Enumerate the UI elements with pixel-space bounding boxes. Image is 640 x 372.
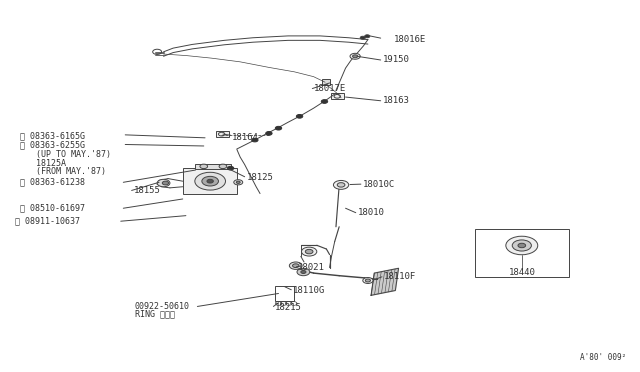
Circle shape bbox=[365, 279, 371, 282]
Circle shape bbox=[296, 115, 303, 118]
Circle shape bbox=[227, 166, 234, 170]
Circle shape bbox=[207, 179, 213, 183]
Circle shape bbox=[195, 172, 225, 190]
Text: 18155: 18155 bbox=[134, 186, 161, 195]
Circle shape bbox=[518, 243, 525, 248]
Circle shape bbox=[506, 236, 538, 255]
Text: 19150: 19150 bbox=[383, 55, 410, 64]
Text: 18215: 18215 bbox=[275, 303, 302, 312]
Bar bbox=[195, 164, 230, 169]
Circle shape bbox=[275, 126, 282, 130]
Circle shape bbox=[234, 180, 243, 185]
Text: 18017E: 18017E bbox=[314, 84, 346, 93]
Circle shape bbox=[363, 278, 373, 283]
Text: 18125: 18125 bbox=[246, 173, 273, 182]
Circle shape bbox=[337, 183, 345, 187]
Text: 00922-50610: 00922-50610 bbox=[135, 302, 190, 311]
Circle shape bbox=[292, 264, 299, 267]
Text: RING リング: RING リング bbox=[135, 310, 175, 318]
Text: 18021: 18021 bbox=[298, 263, 325, 272]
Bar bbox=[275, 286, 294, 301]
Circle shape bbox=[202, 176, 218, 186]
Circle shape bbox=[365, 35, 370, 38]
Text: Ⓢ 08510-61697: Ⓢ 08510-61697 bbox=[20, 204, 85, 213]
Text: 18010C: 18010C bbox=[363, 180, 395, 189]
Circle shape bbox=[305, 249, 313, 254]
Circle shape bbox=[266, 132, 272, 135]
Circle shape bbox=[333, 180, 349, 189]
Text: 18016E: 18016E bbox=[394, 35, 426, 44]
Circle shape bbox=[360, 36, 365, 39]
Circle shape bbox=[301, 247, 317, 256]
Circle shape bbox=[321, 100, 328, 103]
Circle shape bbox=[512, 240, 531, 251]
Circle shape bbox=[236, 181, 240, 183]
Circle shape bbox=[157, 179, 170, 187]
Text: Ⓢ 08363-6165G: Ⓢ 08363-6165G bbox=[20, 131, 85, 140]
Bar bbox=[474, 229, 569, 277]
Text: Ⓢ 08363-6255G: Ⓢ 08363-6255G bbox=[20, 141, 85, 150]
Text: 18440: 18440 bbox=[508, 268, 535, 277]
Circle shape bbox=[219, 164, 227, 169]
Text: A'80' 009²: A'80' 009² bbox=[580, 353, 627, 362]
Text: (FROM MAY.'87): (FROM MAY.'87) bbox=[36, 167, 106, 176]
Circle shape bbox=[252, 138, 258, 142]
Circle shape bbox=[163, 181, 169, 185]
Text: 18125A: 18125A bbox=[36, 158, 66, 167]
Circle shape bbox=[301, 270, 306, 273]
Text: (UP TO MAY.'87): (UP TO MAY.'87) bbox=[36, 150, 111, 159]
Circle shape bbox=[353, 55, 358, 58]
Text: Ⓢ 08363-61238: Ⓢ 08363-61238 bbox=[20, 178, 85, 187]
Text: 18110F: 18110F bbox=[384, 272, 416, 281]
Text: 18164: 18164 bbox=[232, 133, 259, 142]
Bar bbox=[182, 168, 237, 194]
Bar bbox=[216, 131, 228, 137]
Text: 18110G: 18110G bbox=[293, 286, 325, 295]
Polygon shape bbox=[371, 268, 399, 295]
Circle shape bbox=[297, 268, 310, 276]
Bar bbox=[332, 93, 344, 99]
Bar bbox=[322, 79, 330, 85]
Circle shape bbox=[200, 164, 207, 169]
Text: 18163: 18163 bbox=[383, 96, 410, 105]
Text: ⓣ 08911-10637: ⓣ 08911-10637 bbox=[15, 217, 80, 226]
Circle shape bbox=[350, 53, 360, 59]
Text: 18010: 18010 bbox=[358, 208, 385, 217]
Circle shape bbox=[289, 262, 302, 269]
